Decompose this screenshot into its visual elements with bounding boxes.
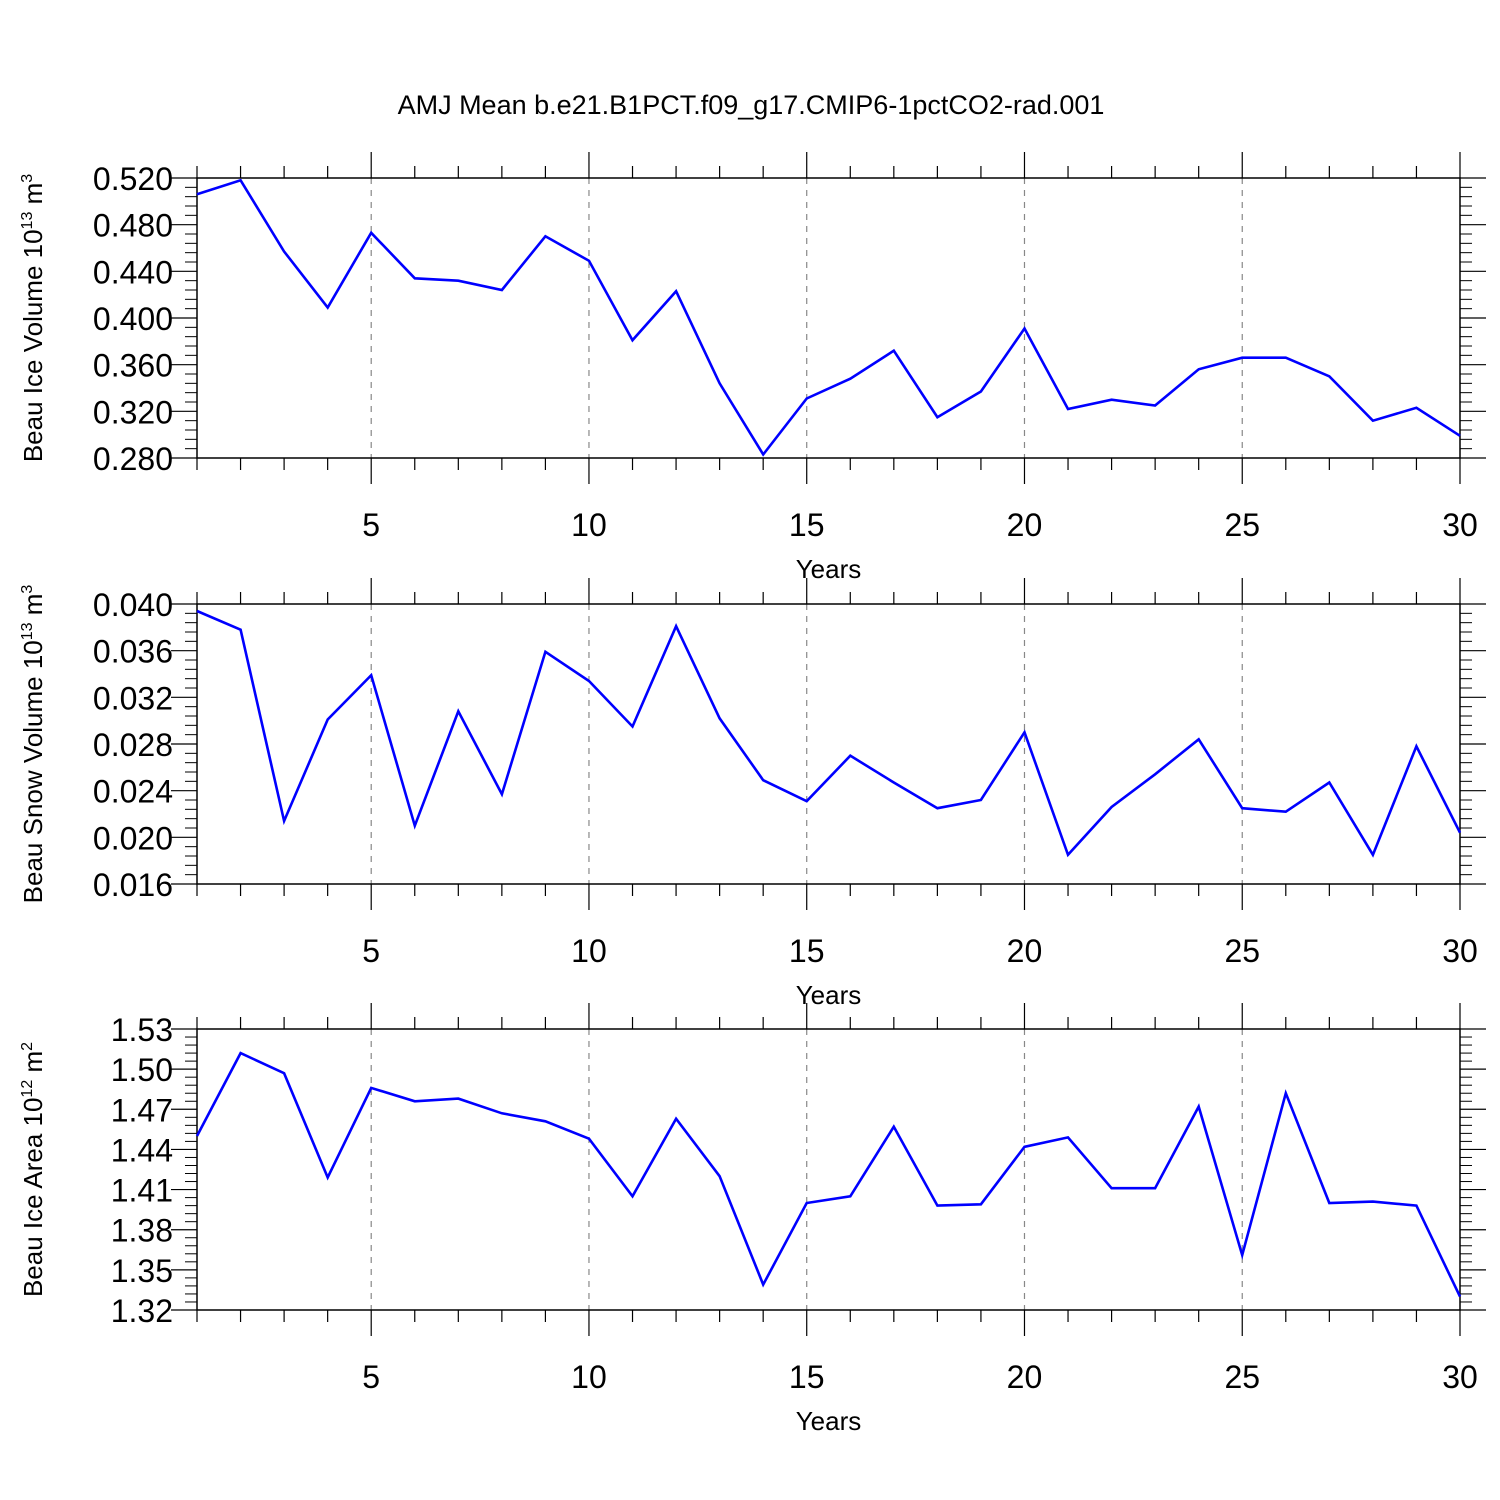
y-tick-label: 0.032 (93, 680, 173, 716)
y-tick-label: 1.44 (111, 1132, 173, 1168)
plot-frame (196, 177, 1461, 459)
y-tick-label: 1.47 (111, 1092, 173, 1128)
panel-1: 0.280 0.320 0.360 0.400 0.440 0.480 0.520 5 10 15… (18, 152, 1486, 584)
y-axis-title-unit-exponent: 3 (19, 585, 36, 594)
x-tick-label: 10 (571, 507, 607, 543)
x-tick-label: 10 (571, 933, 607, 969)
y-tick-label: 0.024 (93, 774, 173, 810)
y-tick-label: 1.50 (111, 1052, 173, 1088)
plot-frame (196, 1028, 1461, 1311)
y-tick-label: 0.016 (93, 867, 173, 903)
y-tick-label: 1.38 (111, 1213, 173, 1249)
x-axis-title: Years (796, 980, 862, 1010)
y-tick-label: 0.520 (93, 161, 173, 197)
y-axis-title-unit: m (18, 594, 48, 623)
y-axis-title-text: Beau Ice Area 10 (18, 1098, 48, 1297)
x-tick-label: 20 (1007, 1359, 1043, 1395)
figure-title: AMJ Mean b.e21.B1PCT.f09_g17.CMIP6-1pctC… (398, 90, 1105, 120)
y-axis-title: Beau Ice Area 1012 m2 (18, 1042, 48, 1297)
x-tick-label: 20 (1007, 933, 1043, 969)
y-tick-label: 0.028 (93, 727, 173, 763)
x-tick-label: 5 (362, 933, 380, 969)
series-line (196, 609, 1462, 858)
x-tick-label: 25 (1224, 507, 1260, 543)
plot-frame (196, 603, 1461, 885)
x-axis-title: Years (796, 554, 862, 584)
x-tick-label: 5 (362, 1359, 380, 1395)
x-tick-label: 20 (1007, 507, 1043, 543)
x-tick-label: 5 (362, 507, 380, 543)
x-tick-label: 30 (1442, 507, 1478, 543)
panel-3: 1.32 1.35 1.38 1.41 1.44 1.47 1.50 1.53 5 10 15 20 2… (18, 1003, 1486, 1436)
y-axis-title: Beau Snow Volume 1013 m3 (18, 585, 48, 904)
y-tick-label: 0.020 (93, 820, 173, 856)
y-tick-label: 0.440 (93, 254, 173, 290)
y-tick-label: 1.35 (111, 1253, 173, 1289)
x-tick-label: 30 (1442, 933, 1478, 969)
y-axis-title-exponent: 13 (19, 212, 36, 230)
y-axis-title-unit: m (18, 1051, 48, 1080)
x-tick-label: 15 (789, 1359, 825, 1395)
x-tick-label: 10 (571, 1359, 607, 1395)
y-axis-title-exponent: 12 (19, 1080, 36, 1098)
y-axis-title: Beau Ice Volume 1013 m3 (18, 174, 48, 462)
y-tick-label: 0.036 (93, 634, 173, 670)
y-tick-label: 0.320 (93, 394, 173, 430)
y-tick-label: 0.400 (93, 301, 173, 337)
x-tick-label: 25 (1224, 1359, 1260, 1395)
y-axis-title-text: Beau Snow Volume 10 (18, 640, 48, 903)
y-axis-title-unit: m (18, 183, 48, 212)
x-tick-label: 15 (789, 933, 825, 969)
series-line (196, 178, 1461, 457)
y-axis-title-text: Beau Ice Volume 10 (18, 229, 48, 462)
panels: 0.280 0.320 0.360 0.400 0.440 0.480 0.520 5 10 15… (18, 152, 1486, 1436)
y-tick-label: 1.32 (111, 1293, 173, 1329)
x-tick-label: 15 (789, 507, 825, 543)
x-tick-label: 25 (1224, 933, 1260, 969)
y-tick-label: 0.360 (93, 348, 173, 384)
y-tick-label: 0.040 (93, 587, 173, 623)
panel-2: 0.016 0.020 0.024 0.028 0.032 0.036 0.040 5 10 15… (18, 578, 1486, 1010)
y-axis-title-unit-exponent: 2 (19, 1042, 36, 1051)
y-tick-label: 0.480 (93, 208, 173, 244)
y-tick-label: 0.280 (93, 441, 173, 477)
y-tick-label: 1.41 (111, 1173, 173, 1209)
series-line (195, 1051, 1462, 1298)
y-axis-title-exponent: 13 (19, 622, 36, 640)
y-tick-label: 1.53 (111, 1012, 173, 1048)
y-axis-title-unit-exponent: 3 (19, 174, 36, 183)
x-tick-label: 30 (1442, 1359, 1478, 1395)
x-axis-title: Years (796, 1406, 862, 1436)
